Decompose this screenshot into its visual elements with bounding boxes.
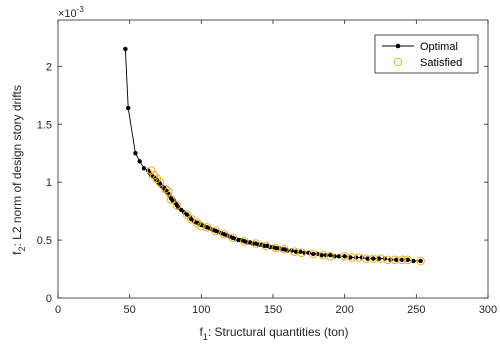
satisfied-point (280, 245, 289, 254)
y-exponent-label: ×10-3 (58, 5, 84, 20)
satisfied-point (416, 256, 425, 266)
satisfied-point (308, 249, 318, 259)
satisfied-point (197, 221, 206, 231)
x-axis-label: f1: Structural quantities (ton) (199, 325, 348, 342)
satisfied-point (228, 233, 238, 243)
legend-optimal-label: Optimal (420, 41, 458, 53)
optimal-point (298, 249, 303, 254)
optimal-point (418, 258, 423, 264)
optimal-point (293, 249, 299, 254)
optimal-point (411, 258, 416, 264)
y-tick-label: 0.5 (37, 235, 52, 247)
x-tick-label: 150 (264, 304, 282, 316)
y-axis-label: f2: L2 norm of design story drifts (10, 85, 27, 255)
y-tick-label: 1 (46, 177, 52, 189)
satisfied-point (271, 243, 281, 253)
x-tick-label: 200 (335, 304, 353, 316)
x-tick-label: 50 (124, 304, 136, 316)
y-tick-label: 0 (46, 293, 52, 305)
optimal-point (302, 250, 307, 256)
optimal-point (342, 254, 347, 259)
optimal-point (123, 46, 128, 52)
x-axis-ticks: 0 50 100 150 200 250 300 (55, 20, 497, 316)
satisfied-point (219, 229, 229, 239)
y-tick-label: 2 (46, 61, 52, 73)
optimal-series-line (124, 48, 421, 262)
legend: Optimal Satisfied (374, 34, 479, 74)
satisfied-point (211, 226, 220, 236)
optimal-point (328, 252, 333, 258)
x-tick-label: 100 (192, 304, 210, 316)
satisfied-point (202, 223, 212, 232)
satisfied-point (261, 241, 271, 251)
satisfied-point (172, 201, 182, 210)
legend-satisfied-marker (393, 57, 403, 67)
optimal-point (126, 105, 131, 111)
satisfied-point (251, 239, 261, 248)
optimal-point (141, 166, 147, 171)
optimal-point (405, 257, 410, 262)
satisfied-point (297, 248, 306, 258)
satisfied-point (326, 251, 335, 261)
optimal-point (371, 256, 376, 261)
optimal-point (336, 254, 342, 259)
x-tick-label: 300 (479, 304, 497, 316)
optimal-point (319, 252, 324, 258)
satisfied-point (155, 177, 165, 187)
optimal-point (133, 151, 138, 156)
optimal-point (394, 257, 399, 262)
optimal-point (310, 251, 316, 257)
satisfied-point (164, 187, 173, 196)
legend-box (374, 34, 479, 74)
x-tick-label: 0 (55, 304, 61, 316)
satisfied-point (146, 166, 156, 175)
legend-optimal-marker (395, 43, 401, 49)
optimal-point (399, 257, 405, 262)
optimal-point (137, 159, 142, 164)
optimal-point (376, 256, 382, 261)
y-tick-label: 1.5 (37, 119, 52, 131)
satisfied-point (240, 236, 249, 246)
satisfied-point (397, 255, 407, 265)
y-axis-ticks: 0 0.5 1 1.5 2 (37, 61, 488, 305)
optimal-point (388, 257, 393, 262)
series-satisfied (146, 166, 425, 266)
x-tick-label: 250 (407, 304, 425, 316)
satisfied-point (403, 255, 413, 265)
satisfied-point (182, 210, 192, 219)
series-optimal (123, 46, 423, 264)
satisfied-point (166, 195, 176, 204)
optimal-point (348, 255, 353, 260)
optimal-point (365, 256, 370, 261)
satisfied-point (161, 184, 170, 194)
legend-satisfied-label: Satisfied (420, 57, 462, 69)
